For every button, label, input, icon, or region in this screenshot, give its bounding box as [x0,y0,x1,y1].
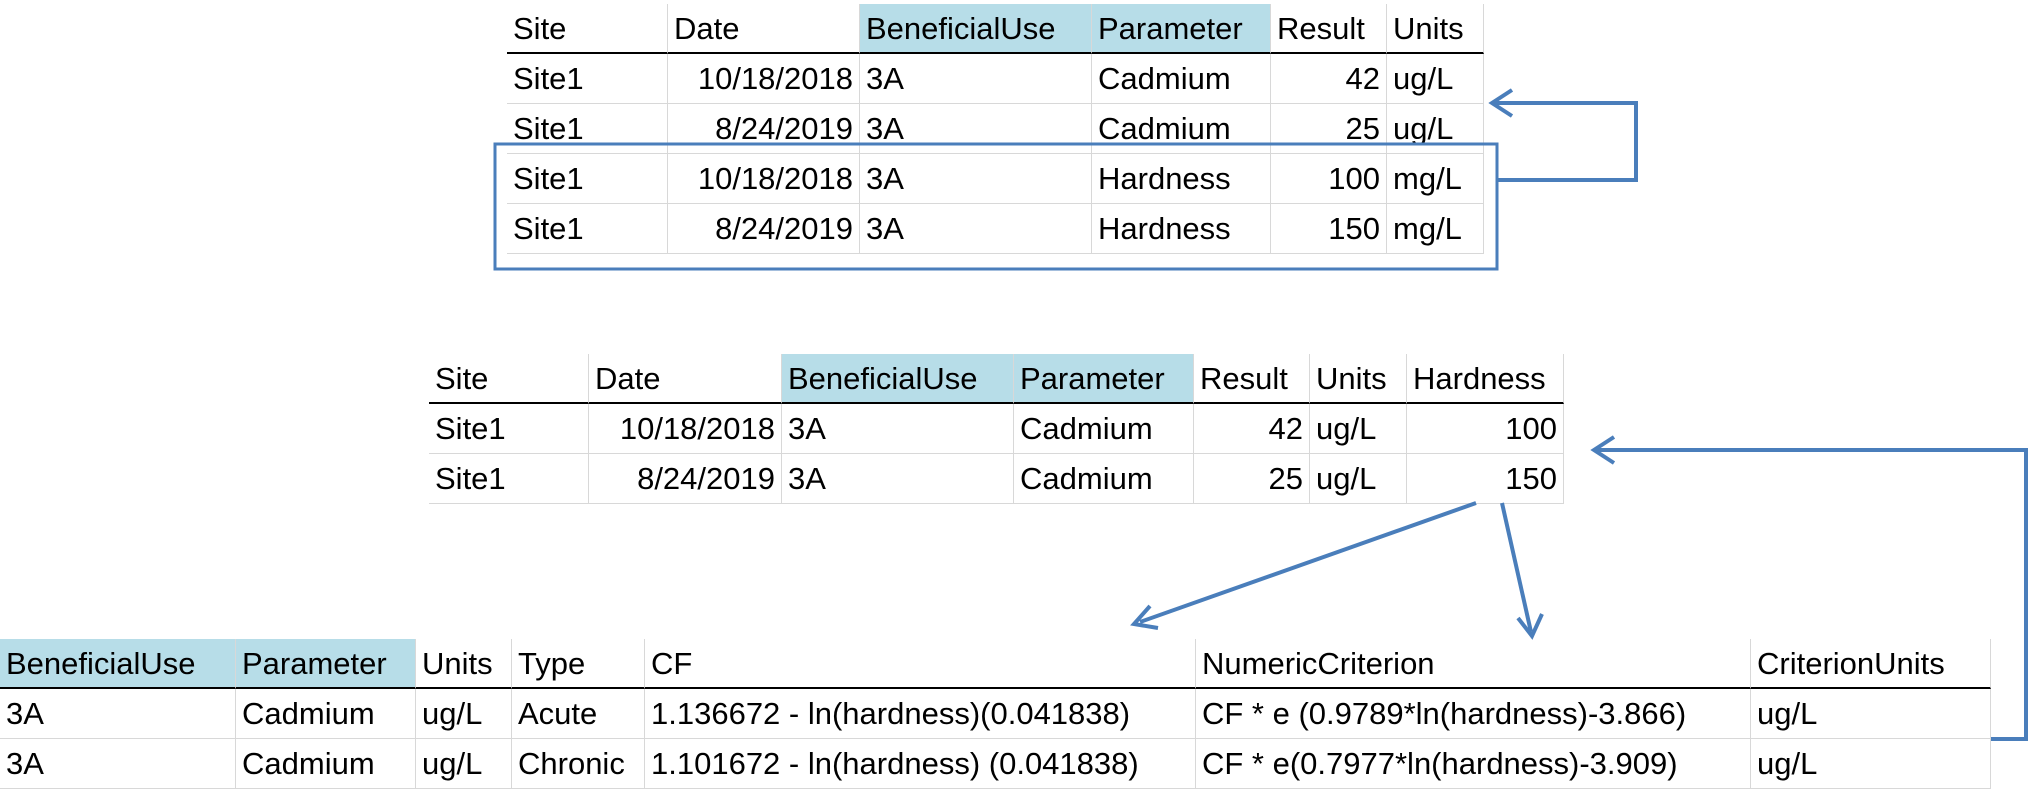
header-cell-result: Result [1271,4,1387,54]
cell-site: Site1 [507,104,668,154]
header-cell-date: Date [668,4,860,54]
cell-date: 8/24/2019 [589,454,782,504]
cell-date: 10/18/2018 [668,154,860,204]
cell-numericcriterion: CF * e (0.9789*ln(hardness)-3.866) [1196,689,1751,739]
cell-site: Site1 [507,54,668,104]
cell-site: Site1 [507,154,668,204]
header-cell-type: Type [512,639,645,689]
cell-result: 42 [1194,404,1310,454]
hardness-to-cf-arrowhead [1130,604,1159,630]
cell-units: mg/L [1387,154,1484,204]
cell-beneficialuse: 3A [860,54,1092,104]
header-cell-cf: CF [645,639,1196,689]
header-cell-parameter: Parameter [1092,4,1271,54]
header-cell-beneficialuse: BeneficialUse [782,354,1014,404]
cell-site: Site1 [429,404,589,454]
cell-cf: 1.136672 - ln(hardness)(0.041838) [645,689,1196,739]
hardness-to-numericcriterion-arrow [1500,502,1533,633]
header-cell-date: Date [589,354,782,404]
cell-type: Acute [512,689,645,739]
cell-date: 10/18/2018 [668,54,860,104]
cell-units: ug/L [1310,404,1407,454]
header-cell-parameter: Parameter [1014,354,1194,404]
hardness-to-numericcriterion-arrowhead [1516,613,1544,640]
hardness-to-cf-arrow [1139,501,1477,624]
cell-criterionunits: ug/L [1751,739,1991,789]
cell-parameter: Cadmium [1014,404,1194,454]
header-cell-site: Site [507,4,668,54]
cell-parameter: Cadmium [1092,104,1271,154]
cell-date: 8/24/2019 [668,104,860,154]
cell-result: 42 [1271,54,1387,104]
cell-date: 8/24/2019 [668,204,860,254]
hardness-to-cadmium-arrowhead [1488,88,1514,118]
header-cell-hardness: Hardness [1407,354,1564,404]
cell-units: ug/L [416,739,512,789]
cell-parameter: Cadmium [236,689,416,739]
cell-hardness: 150 [1407,454,1564,504]
cell-parameter: Cadmium [1092,54,1271,104]
cell-numericcriterion: CF * e(0.7977*ln(hardness)-3.909) [1196,739,1751,789]
cell-site: Site1 [429,454,589,504]
cell-result: 25 [1271,104,1387,154]
header-cell-beneficialuse: BeneficialUse [0,639,236,689]
cell-result: 150 [1271,204,1387,254]
cell-beneficialuse: 3A [860,154,1092,204]
cell-beneficialuse: 3A [860,104,1092,154]
cell-date: 10/18/2018 [589,404,782,454]
cell-beneficialuse: 3A [782,404,1014,454]
cell-beneficialuse: 3A [782,454,1014,504]
header-cell-site: Site [429,354,589,404]
cell-result: 25 [1194,454,1310,504]
cell-parameter: Cadmium [1014,454,1194,504]
cell-beneficialuse: 3A [0,739,236,789]
hardness-to-cadmium-arrow [1495,101,1638,182]
cell-beneficialuse: 3A [860,204,1092,254]
criteria-to-joined-arrowhead [1590,435,1616,465]
cell-units: ug/L [1387,104,1484,154]
header-cell-criterionunits: CriterionUnits [1751,639,1991,689]
cell-site: Site1 [507,204,668,254]
header-cell-result: Result [1194,354,1310,404]
cell-parameter: Cadmium [236,739,416,789]
cell-parameter: Hardness [1092,154,1271,204]
cell-units: ug/L [416,689,512,739]
header-cell-units: Units [1387,4,1484,54]
cell-cf: 1.101672 - ln(hardness) (0.041838) [645,739,1196,789]
cell-units: mg/L [1387,204,1484,254]
cell-beneficialuse: 3A [0,689,236,739]
header-cell-units: Units [416,639,512,689]
header-cell-beneficialuse: BeneficialUse [860,4,1092,54]
header-cell-parameter: Parameter [236,639,416,689]
cell-result: 100 [1271,154,1387,204]
cell-type: Chronic [512,739,645,789]
cell-hardness: 100 [1407,404,1564,454]
cell-parameter: Hardness [1092,204,1271,254]
header-cell-numericcriterion: NumericCriterion [1196,639,1751,689]
cell-criterionunits: ug/L [1751,689,1991,739]
cell-units: ug/L [1310,454,1407,504]
header-cell-units: Units [1310,354,1407,404]
cell-units: ug/L [1387,54,1484,104]
